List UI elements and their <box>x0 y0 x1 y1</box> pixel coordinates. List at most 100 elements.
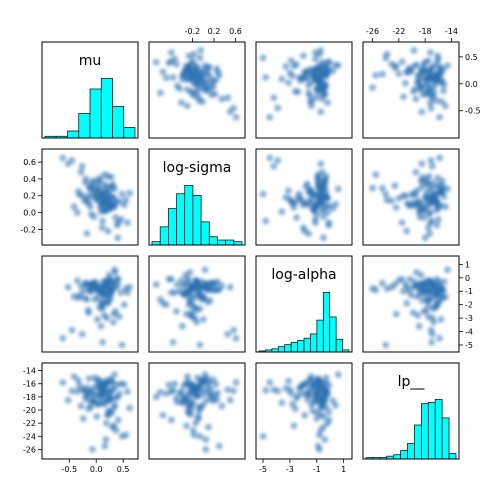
scatter-point <box>101 442 109 450</box>
scatter-point <box>111 371 118 378</box>
scatter-point <box>428 279 436 287</box>
panel-frame <box>148 255 246 353</box>
scatter-point <box>99 338 107 346</box>
hist-bar-log-alpha-8 <box>310 333 318 353</box>
scatter-point <box>70 373 78 380</box>
hist-bar-lp__-10 <box>434 399 443 460</box>
scatter-point <box>322 81 330 89</box>
hist-bar-log-alpha-6 <box>297 339 305 353</box>
scatter-point <box>310 398 318 406</box>
scatter-point <box>383 196 391 204</box>
scatter-point <box>334 371 342 378</box>
scatter-point <box>203 77 211 85</box>
scatter-point <box>226 283 234 291</box>
scatter-point <box>169 338 177 346</box>
scatter-point <box>426 219 434 227</box>
scatter-point <box>400 192 407 200</box>
scatter-point <box>321 386 329 394</box>
scatter-point <box>303 180 311 188</box>
scatter-point <box>320 234 327 242</box>
scatter-point <box>167 49 175 56</box>
scatter-point <box>201 266 209 274</box>
scatter-point <box>162 74 170 82</box>
scatter-point <box>194 415 202 422</box>
tick-label: 0.0 <box>23 209 36 218</box>
tick-label: -14 <box>445 27 458 36</box>
scatter-point <box>89 184 96 192</box>
scatter-point <box>433 221 441 229</box>
scatter-point <box>413 78 421 86</box>
scatter-point <box>285 377 292 385</box>
scatter-point <box>182 281 190 288</box>
tick-label: 0.5 <box>117 465 130 474</box>
scatter-point <box>421 58 429 66</box>
scatter-point <box>307 78 315 86</box>
hist-bar-lp__-8 <box>421 403 429 460</box>
scatter-point <box>411 85 419 93</box>
scatter-point <box>59 334 67 342</box>
scatter-point <box>403 299 411 307</box>
scatter-point <box>286 195 294 203</box>
scatter-point <box>82 392 90 399</box>
scatter-point <box>232 379 240 386</box>
scatter-point <box>196 432 204 440</box>
scatter-point <box>124 388 131 396</box>
scatter-point <box>270 94 278 102</box>
scatter-point <box>320 204 327 212</box>
scatter-point <box>59 379 67 386</box>
scatter-point <box>301 411 309 419</box>
scatter-point <box>416 290 424 298</box>
scatter-point <box>309 407 317 415</box>
scatter-point <box>312 49 319 56</box>
scatter-point <box>379 70 386 78</box>
axis-bottom-log-alpha: -5 -3 -1 1 <box>259 459 346 474</box>
scatter-point <box>317 46 325 54</box>
scatter-point <box>434 71 442 79</box>
scatter-point <box>203 384 211 392</box>
tick-label: -1 <box>313 465 321 474</box>
scatter-point <box>434 198 442 206</box>
tick-label: -18 <box>23 393 36 402</box>
hist-bar-mu-5 <box>100 78 113 139</box>
tick-label: -26 <box>366 27 379 36</box>
scatter-point <box>313 93 321 101</box>
panel-log-alpha-vs-lp__ <box>362 255 460 353</box>
panel-lp__-vs-log-sigma <box>148 362 246 460</box>
scatter-point <box>118 190 126 198</box>
scatter-point <box>117 289 125 296</box>
scatter-point <box>259 190 267 198</box>
scatter-point <box>438 188 445 195</box>
scatter-point <box>303 199 311 207</box>
scatter-point <box>278 208 286 216</box>
scatter-point <box>189 302 197 310</box>
scatter-point <box>103 386 111 394</box>
scatter-point <box>372 171 380 179</box>
scatter-point <box>434 52 442 60</box>
scatter-point <box>196 305 204 313</box>
scatter-point <box>172 61 180 68</box>
hist-bar-log-sigma-8 <box>217 239 226 246</box>
scatter-point <box>157 388 164 396</box>
panel-mu-vs-log-sigma <box>148 41 246 139</box>
scatter-point <box>165 381 173 389</box>
scatter-point <box>403 227 411 235</box>
scatter-point <box>426 49 434 56</box>
scatter-point <box>194 374 201 382</box>
scatter-point <box>295 190 303 198</box>
scatter-point <box>426 230 434 237</box>
panel-frame <box>255 362 353 460</box>
scatter-point <box>230 387 237 395</box>
scatter-point <box>91 374 99 382</box>
scatter-point <box>430 183 438 191</box>
tick-label: -26 <box>23 445 36 454</box>
scatter-point <box>199 294 206 302</box>
scatter-point <box>419 297 426 305</box>
scatter-point <box>224 330 232 338</box>
scatter-point <box>187 297 195 305</box>
tick-label: -0.5 <box>61 465 77 474</box>
panel-log-sigma-vs-mu <box>41 148 139 246</box>
scatter-point <box>382 54 390 62</box>
scatter-point <box>194 93 202 101</box>
scatter-point <box>325 59 333 67</box>
scatter-point <box>383 285 391 292</box>
